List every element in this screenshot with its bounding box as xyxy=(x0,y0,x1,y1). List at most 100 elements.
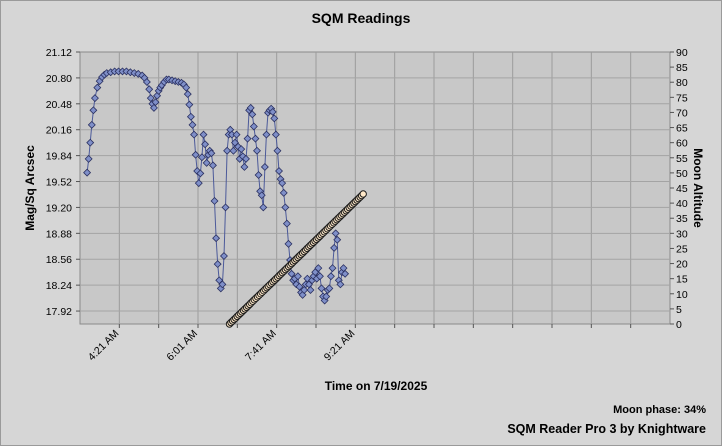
sqm-point xyxy=(196,169,205,178)
sqm-point xyxy=(315,272,324,281)
sqm-point xyxy=(251,134,260,143)
sqm-point xyxy=(242,154,250,163)
y2-tick-label: 5 xyxy=(676,304,682,316)
moon-point xyxy=(359,190,367,198)
y2-tick-label: 55 xyxy=(676,153,688,165)
y2-tick-label: 65 xyxy=(676,123,688,135)
chart-title: SQM Readings xyxy=(312,10,411,26)
y2-tick-label: 45 xyxy=(676,183,688,195)
sqm-point xyxy=(326,272,335,281)
sqm-point xyxy=(341,269,350,278)
sqm-point xyxy=(249,122,258,131)
sqm-point xyxy=(260,162,269,171)
sqm-point xyxy=(142,77,151,86)
sqm-point xyxy=(314,264,323,273)
sqm-point xyxy=(223,146,232,155)
right-axis-ticks: 0 5 10 15 20 25 30 35 40 45 50 55 60 65 70 75 80 85 90 xyxy=(670,47,688,331)
y-tick-label: 18.56 xyxy=(46,254,72,266)
sqm-point xyxy=(282,219,291,228)
sqm-point xyxy=(84,154,93,163)
y-tick-label: 19.52 xyxy=(46,177,72,189)
y2-tick-label: 25 xyxy=(676,243,688,255)
sqm-point xyxy=(219,252,228,260)
y2-tick-label: 40 xyxy=(676,198,688,210)
y2-tick-label: 90 xyxy=(676,47,688,59)
y2-tick-label: 10 xyxy=(676,289,688,301)
y2-tick-label: 60 xyxy=(676,138,688,150)
x-tick-label: 7:41 AM xyxy=(243,328,279,364)
sqm-point xyxy=(273,146,282,155)
sqm-point xyxy=(268,107,277,116)
sqm-point xyxy=(279,188,288,197)
sqm-point xyxy=(271,130,280,139)
y-tick-label: 18.88 xyxy=(46,228,72,240)
grid xyxy=(80,52,670,324)
sqm-point xyxy=(134,69,143,78)
sqm-point xyxy=(149,103,158,112)
sqm-point xyxy=(218,280,227,289)
y-tick-label: 19.84 xyxy=(46,151,72,163)
y2-tick-label: 15 xyxy=(676,274,688,286)
moon-altitude-series xyxy=(225,190,367,328)
sqm-point xyxy=(89,106,98,115)
sqm-point xyxy=(186,112,195,121)
sqm-point xyxy=(275,167,283,175)
sqm-point xyxy=(208,161,217,170)
sqm-point xyxy=(202,158,211,167)
sqm-point xyxy=(240,162,249,171)
x-axis-ticks: 4:21 AM 6:01 AM 7:41 AM 9:21 AM xyxy=(86,324,632,364)
y-tick-label: 20.48 xyxy=(46,99,72,111)
sqm-point xyxy=(190,130,199,139)
sqm-point xyxy=(199,130,208,139)
sqm-point xyxy=(232,130,241,139)
sqm-point xyxy=(238,152,247,161)
sqm-point xyxy=(331,229,340,238)
plot-area xyxy=(79,51,671,325)
sqm-point xyxy=(278,179,287,188)
sqm-point xyxy=(259,203,268,212)
sqm-point xyxy=(237,145,246,154)
sqm-point xyxy=(281,203,290,212)
x-tick-label: 4:21 AM xyxy=(86,328,122,364)
y-axis-label: Mag/Sq Arcsec xyxy=(23,145,37,231)
sqm-point xyxy=(293,272,302,281)
sqm-point xyxy=(234,142,243,151)
y-tick-label: 20.80 xyxy=(46,73,72,85)
y2-tick-label: 85 xyxy=(676,62,688,74)
sqm-series xyxy=(83,67,350,305)
sqm-point xyxy=(262,130,271,139)
moon-phase-label: Moon phase: 34% xyxy=(613,404,706,416)
sqm-point xyxy=(182,83,191,92)
sqm-point xyxy=(212,234,221,243)
sqm-point xyxy=(188,120,197,129)
sqm-point xyxy=(254,171,263,180)
y-tick-label: 17.92 xyxy=(46,306,72,318)
sqm-point xyxy=(191,150,200,159)
y2-tick-label: 80 xyxy=(676,77,688,89)
y2-tick-label: 0 xyxy=(676,319,682,331)
sqm-point xyxy=(86,138,95,147)
y2-tick-label: 50 xyxy=(676,168,688,180)
sqm-point xyxy=(210,196,219,205)
sqm-point xyxy=(270,114,279,123)
sqm-point xyxy=(253,146,261,155)
sqm-point xyxy=(306,286,315,294)
y-tick-label: 18.24 xyxy=(46,280,72,292)
sqm-point xyxy=(87,120,96,129)
x-tick-label: 9:21 AM xyxy=(322,328,358,364)
sqm-point xyxy=(183,90,192,99)
sqm-point xyxy=(201,140,210,149)
sqm-point xyxy=(257,191,266,200)
x-axis-label: Time on 7/19/2025 xyxy=(325,379,428,393)
sqm-point xyxy=(287,269,296,278)
sqm-point xyxy=(325,284,334,293)
sqm-point xyxy=(284,239,293,248)
credit-label: SQM Reader Pro 3 by Knightware xyxy=(507,422,706,436)
y2-tick-label: 35 xyxy=(676,213,688,225)
sqm-point xyxy=(243,134,252,143)
y-tick-label: 21.12 xyxy=(46,47,72,59)
sqm-point xyxy=(83,168,92,177)
sqm-point xyxy=(330,243,339,252)
sqm-point xyxy=(336,280,345,289)
